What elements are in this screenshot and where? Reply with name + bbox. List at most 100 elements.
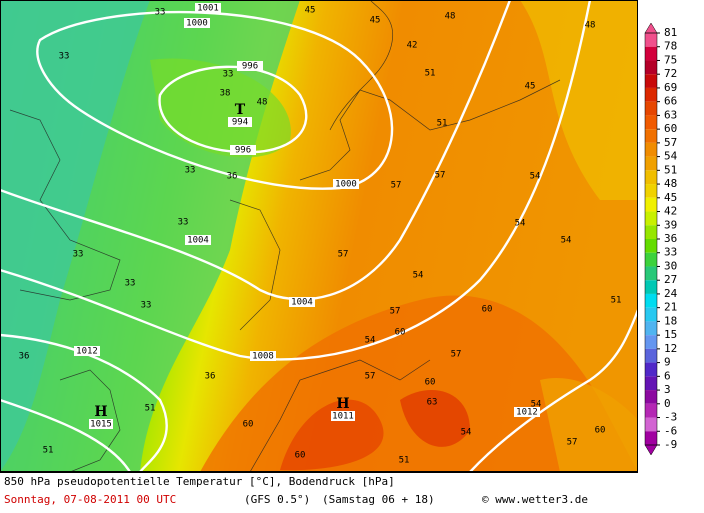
- legend-swatch: [645, 417, 657, 432]
- legend-tick-label: 51: [664, 163, 677, 176]
- legend-tick-label: 63: [664, 108, 677, 121]
- temperature-label: 54: [561, 236, 572, 246]
- temperature-label: 57: [451, 350, 462, 360]
- temperature-label: 51: [437, 119, 448, 129]
- isobar-label-bg: [289, 297, 315, 307]
- temperature-label: 45: [305, 6, 316, 16]
- center-value-bg: [331, 411, 355, 421]
- legend-swatch: [645, 101, 657, 116]
- temperature-label: 36: [19, 352, 30, 362]
- isobar-label: 996: [242, 62, 258, 72]
- temperature-label: 42: [407, 41, 418, 51]
- isobar-label: 1001: [197, 4, 219, 14]
- temperature-label: 54: [515, 219, 526, 229]
- temperature-label: 45: [525, 82, 536, 92]
- isobar-label-bg: [184, 18, 210, 28]
- temperature-label: 60: [395, 328, 406, 338]
- temperature-label: 51: [611, 296, 622, 306]
- legend-swatch: [645, 239, 657, 253]
- legend-swatch: [645, 156, 657, 171]
- temperature-label: 54: [461, 428, 472, 438]
- isobar-label-bg: [195, 3, 221, 13]
- legend-tick-label: 33: [664, 246, 677, 259]
- legend-tick-label: 15: [664, 328, 677, 341]
- center-symbol: H: [336, 396, 349, 412]
- isobars: [0, 0, 638, 472]
- center-value-bg: [228, 117, 252, 127]
- temperature-label: 33: [178, 218, 189, 228]
- legend-tick-label: 36: [664, 232, 677, 245]
- footer-copyright: © www.wetter3.de: [482, 493, 588, 506]
- center-value: 1015: [90, 420, 112, 430]
- map-border: [0, 0, 638, 472]
- temperature-label: 48: [257, 98, 268, 108]
- temperature-label: 33: [155, 8, 166, 18]
- temperature-label: 51: [399, 456, 410, 466]
- temperature-label: 54: [413, 271, 424, 281]
- legend-tick-label: 12: [664, 342, 677, 355]
- isobar-label: 1004: [187, 236, 209, 246]
- legend-swatch: [645, 129, 657, 143]
- legend-tick-label: -9: [664, 438, 677, 451]
- legend-arrow-top: [644, 22, 658, 34]
- legend-swatch: [645, 225, 657, 239]
- legend-swatch: [645, 348, 657, 363]
- legend-tick-label: 42: [664, 205, 677, 218]
- legend-swatch: [645, 307, 657, 322]
- center-symbol: T: [235, 102, 246, 118]
- legend-tick-label: 39: [664, 218, 677, 231]
- legend-swatch: [645, 170, 657, 185]
- center-value: 1011: [332, 412, 354, 422]
- isobar-label: 996: [235, 146, 251, 156]
- temperature-label: 60: [595, 426, 606, 436]
- legend-tick-label: -6: [664, 424, 677, 437]
- legend-swatch: [645, 403, 657, 418]
- temperature-label: 60: [243, 420, 254, 430]
- temperature-label: 60: [425, 378, 436, 388]
- legend-tick-label: 54: [664, 150, 678, 163]
- legend-swatch: [645, 46, 657, 61]
- legend-tick-label: 69: [664, 81, 677, 94]
- temperature-label: 33: [59, 52, 70, 62]
- temperature-label: 48: [585, 21, 596, 31]
- temperature-label: 33: [223, 70, 234, 80]
- legend-swatch: [645, 184, 657, 198]
- legend-swatch: [645, 390, 657, 404]
- isobar-label-bg: [250, 351, 276, 361]
- legend-swatch: [645, 74, 657, 88]
- center-value: 994: [232, 118, 248, 128]
- legend-swatch: [645, 266, 657, 281]
- temperature-label: 38: [220, 89, 231, 99]
- center-symbol: H: [94, 404, 107, 420]
- legend-tick-label: 0: [664, 397, 671, 410]
- legend-swatch: [645, 321, 657, 336]
- isobar-label: 1000: [186, 19, 208, 29]
- temperature-label: 33: [125, 279, 136, 289]
- legend-tick-label: 9: [664, 356, 671, 369]
- isobar-label-bg: [185, 235, 211, 245]
- legend-tick-label: 81: [664, 26, 677, 39]
- legend-tick-label: 60: [664, 122, 677, 135]
- temperature-label: 57: [435, 171, 446, 181]
- temperature-label: 48: [445, 12, 456, 22]
- footer-title: 850 hPa pseudopotentielle Temperatur [°C…: [4, 475, 395, 488]
- temperature-label: 57: [365, 372, 376, 382]
- legend-tick-label: 18: [664, 314, 677, 327]
- legend-swatch: [645, 293, 657, 308]
- temperature-label: 36: [227, 172, 238, 182]
- map: [0, 0, 638, 472]
- legend-swatch: [645, 362, 657, 377]
- isobar-label-bg: [230, 145, 256, 155]
- center-value-bg: [89, 419, 113, 429]
- temperature-label: 54: [530, 172, 541, 182]
- temperature-label: 36: [205, 372, 216, 382]
- legend-tick-label: 6: [664, 369, 671, 382]
- legend-tick-label: 57: [664, 136, 677, 149]
- isobar-label: 1008: [252, 352, 274, 362]
- temperature-label: 51: [145, 404, 156, 414]
- temperature-label: 57: [390, 307, 401, 317]
- isobar-label: 1000: [335, 180, 357, 190]
- isobar-label-bg: [514, 407, 540, 417]
- legend-tick-label: 3: [664, 383, 671, 396]
